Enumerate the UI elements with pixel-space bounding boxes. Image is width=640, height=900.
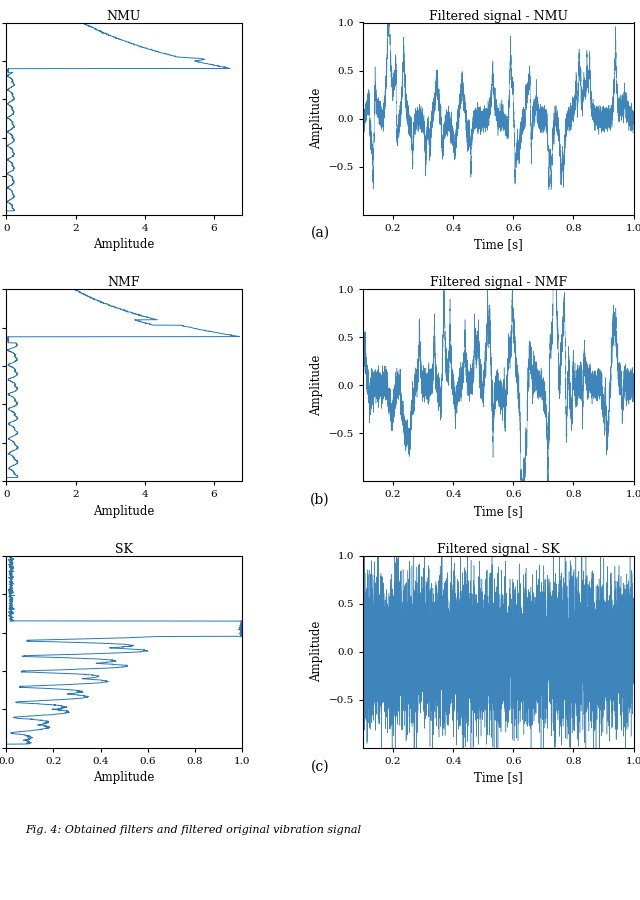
X-axis label: Time [s]: Time [s] xyxy=(474,771,523,785)
Text: (c): (c) xyxy=(310,760,330,773)
Text: (b): (b) xyxy=(310,493,330,507)
Text: Fig. 4: Obtained filters and filtered original vibration signal: Fig. 4: Obtained filters and filtered or… xyxy=(25,825,361,835)
Title: Filtered signal - NMU: Filtered signal - NMU xyxy=(429,10,568,22)
X-axis label: Time [s]: Time [s] xyxy=(474,505,523,518)
X-axis label: Amplitude: Amplitude xyxy=(93,505,155,518)
X-axis label: Time [s]: Time [s] xyxy=(474,238,523,251)
Title: Filtered signal - NMF: Filtered signal - NMF xyxy=(430,276,567,289)
Title: NMU: NMU xyxy=(107,10,141,22)
Y-axis label: Amplitude: Amplitude xyxy=(310,621,323,682)
Title: NMF: NMF xyxy=(108,276,140,289)
X-axis label: Amplitude: Amplitude xyxy=(93,771,155,785)
Title: Filtered signal - SK: Filtered signal - SK xyxy=(437,543,559,555)
Title: SK: SK xyxy=(115,543,133,555)
Y-axis label: Amplitude: Amplitude xyxy=(310,355,323,416)
Y-axis label: Amplitude: Amplitude xyxy=(310,88,323,149)
Text: (a): (a) xyxy=(310,226,330,240)
X-axis label: Amplitude: Amplitude xyxy=(93,238,155,251)
